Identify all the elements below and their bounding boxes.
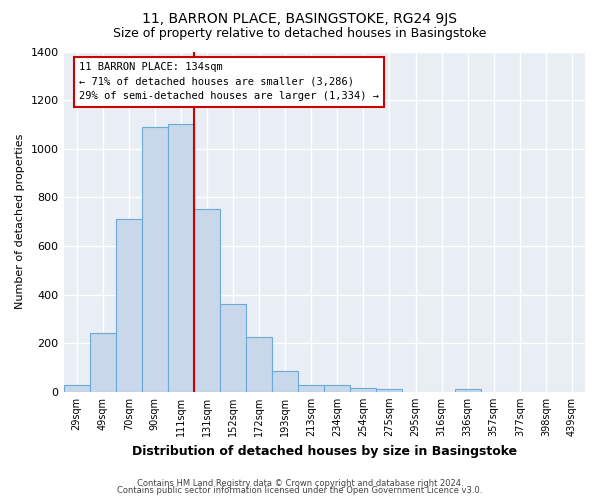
Bar	[142, 127, 168, 392]
Bar	[64, 384, 89, 392]
Bar	[168, 124, 194, 392]
Text: Contains HM Land Registry data © Crown copyright and database right 2024.: Contains HM Land Registry data © Crown c…	[137, 478, 463, 488]
Bar	[272, 371, 298, 392]
Text: 11, BARRON PLACE, BASINGSTOKE, RG24 9JS: 11, BARRON PLACE, BASINGSTOKE, RG24 9JS	[143, 12, 458, 26]
Y-axis label: Number of detached properties: Number of detached properties	[15, 134, 25, 310]
Bar	[455, 390, 481, 392]
Text: 11 BARRON PLACE: 134sqm
← 71% of detached houses are smaller (3,286)
29% of semi: 11 BARRON PLACE: 134sqm ← 71% of detache…	[79, 62, 379, 102]
Bar	[220, 304, 246, 392]
Bar	[298, 384, 324, 392]
Bar	[350, 388, 376, 392]
Bar	[246, 337, 272, 392]
Bar	[89, 334, 116, 392]
X-axis label: Distribution of detached houses by size in Basingstoke: Distribution of detached houses by size …	[132, 444, 517, 458]
Text: Size of property relative to detached houses in Basingstoke: Size of property relative to detached ho…	[113, 28, 487, 40]
Bar	[194, 210, 220, 392]
Bar	[116, 219, 142, 392]
Bar	[324, 384, 350, 392]
Bar	[376, 390, 403, 392]
Text: Contains public sector information licensed under the Open Government Licence v3: Contains public sector information licen…	[118, 486, 482, 495]
